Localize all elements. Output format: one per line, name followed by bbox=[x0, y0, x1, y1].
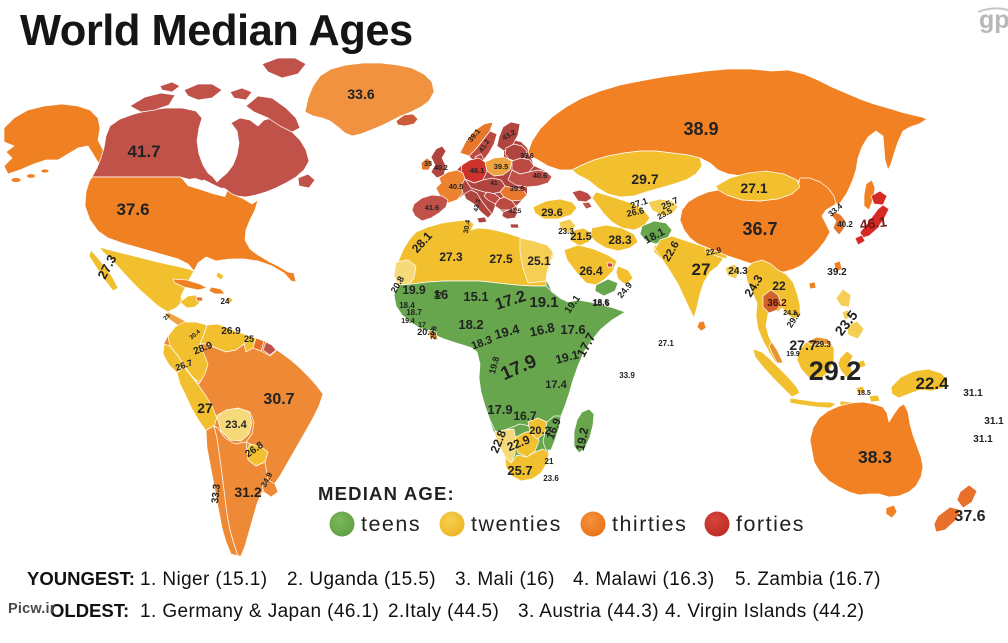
svg-text:23.6: 23.6 bbox=[543, 474, 559, 483]
svg-text:19.4: 19.4 bbox=[401, 318, 415, 325]
svg-text:22.9: 22.9 bbox=[705, 245, 723, 257]
svg-text:39.6: 39.6 bbox=[520, 153, 534, 160]
svg-text:38.9: 38.9 bbox=[683, 119, 718, 139]
svg-text:46.1: 46.1 bbox=[470, 166, 485, 175]
svg-text:18.5: 18.5 bbox=[857, 390, 871, 397]
svg-text:19.2: 19.2 bbox=[573, 426, 592, 452]
svg-text:27: 27 bbox=[197, 400, 213, 416]
svg-text:17: 17 bbox=[434, 292, 442, 299]
svg-text:41.7: 41.7 bbox=[127, 142, 160, 161]
svg-text:31.1: 31.1 bbox=[984, 416, 1004, 427]
svg-text:27.1: 27.1 bbox=[740, 180, 767, 196]
svg-text:30.4: 30.4 bbox=[463, 219, 472, 234]
svg-text:30.7: 30.7 bbox=[263, 391, 294, 408]
svg-text:27.7: 27.7 bbox=[789, 337, 816, 353]
svg-text:33.6: 33.6 bbox=[347, 86, 374, 102]
svg-text:36.2: 36.2 bbox=[767, 298, 787, 309]
svg-text:16: 16 bbox=[434, 287, 448, 302]
svg-text:38.3: 38.3 bbox=[858, 447, 892, 467]
svg-text:YOUNGEST:1. Niger (15.1)2. Uga: YOUNGEST: 1. Niger (15.1) 2. Uganda (15.5)… bbox=[27, 568, 881, 590]
svg-text:19.1: 19.1 bbox=[529, 294, 558, 311]
svg-text:40.2: 40.2 bbox=[434, 165, 448, 172]
svg-text:29.6: 29.6 bbox=[541, 207, 562, 219]
svg-text:40.6: 40.6 bbox=[533, 171, 548, 180]
svg-text:17: 17 bbox=[418, 322, 426, 329]
svg-text:31.2: 31.2 bbox=[234, 484, 261, 500]
svg-text:19.9: 19.9 bbox=[786, 351, 800, 358]
svg-text:27.5: 27.5 bbox=[489, 252, 513, 266]
svg-text:OLDEST:1. Germany & Japan (46.: OLDEST: 1. Germany & Japan (46.1) 2.Italy … bbox=[50, 600, 864, 622]
svg-text:24.3: 24.3 bbox=[728, 266, 748, 277]
svg-text:23.3: 23.3 bbox=[558, 227, 574, 236]
svg-text:22: 22 bbox=[772, 279, 786, 293]
svg-text:39.5: 39.5 bbox=[494, 162, 509, 171]
svg-text:39.8: 39.8 bbox=[510, 184, 525, 193]
svg-text:35: 35 bbox=[424, 161, 432, 168]
svg-text:33.3: 33.3 bbox=[210, 483, 223, 504]
svg-text:31.1: 31.1 bbox=[973, 434, 993, 445]
svg-text:27.3: 27.3 bbox=[439, 250, 463, 264]
svg-text:29.2: 29.2 bbox=[809, 356, 862, 386]
svg-text:26.4: 26.4 bbox=[579, 264, 603, 278]
svg-text:36.7: 36.7 bbox=[742, 219, 777, 239]
svg-text:18.4: 18.4 bbox=[399, 301, 415, 310]
svg-text:24: 24 bbox=[221, 297, 230, 306]
svg-text:25.1: 25.1 bbox=[527, 254, 551, 268]
svg-text:18.6: 18.6 bbox=[592, 298, 610, 308]
svg-text:Picw.ir: Picw.ir bbox=[8, 601, 56, 617]
svg-text:19.1: 19.1 bbox=[554, 347, 580, 366]
svg-text:16.7: 16.7 bbox=[513, 409, 537, 423]
svg-text:20.2: 20.2 bbox=[529, 425, 550, 437]
svg-text:25.7: 25.7 bbox=[507, 463, 532, 478]
svg-text:17.6: 17.6 bbox=[560, 322, 585, 337]
svg-text:21.5: 21.5 bbox=[570, 231, 591, 243]
svg-text:17.9: 17.9 bbox=[487, 402, 512, 417]
svg-text:43.5: 43.5 bbox=[509, 208, 522, 215]
svg-text:17.4: 17.4 bbox=[545, 379, 567, 391]
svg-text:21: 21 bbox=[163, 312, 172, 321]
svg-text:28.3: 28.3 bbox=[608, 233, 632, 247]
svg-text:39.2: 39.2 bbox=[827, 267, 847, 278]
svg-text:23.4: 23.4 bbox=[225, 419, 247, 431]
svg-text:29.7: 29.7 bbox=[631, 171, 658, 187]
svg-text:18.2: 18.2 bbox=[458, 317, 483, 332]
svg-text:37.6: 37.6 bbox=[116, 200, 149, 219]
svg-text:19.9: 19.9 bbox=[402, 283, 426, 297]
svg-text:25: 25 bbox=[244, 334, 254, 344]
svg-text:18.7: 18.7 bbox=[406, 308, 422, 317]
svg-text:21: 21 bbox=[545, 457, 554, 466]
svg-text:MEDIAN AGE:: MEDIAN AGE: bbox=[318, 483, 455, 504]
svg-text:20.3: 20.3 bbox=[417, 327, 435, 337]
svg-text:22.4: 22.4 bbox=[915, 374, 949, 393]
svg-text:thirties: thirties bbox=[612, 512, 687, 536]
svg-text:31.1: 31.1 bbox=[963, 388, 983, 399]
svg-text:20.8: 20.8 bbox=[430, 326, 438, 340]
svg-text:19.4: 19.4 bbox=[493, 321, 522, 342]
svg-text:15.1: 15.1 bbox=[463, 289, 488, 304]
svg-text:40.2: 40.2 bbox=[837, 220, 853, 229]
svg-text:16.8: 16.8 bbox=[528, 320, 556, 340]
svg-text:46.1: 46.1 bbox=[859, 213, 888, 233]
svg-text:24.1: 24.1 bbox=[783, 310, 797, 317]
svg-text:40.5: 40.5 bbox=[449, 182, 464, 191]
svg-text:29.3: 29.3 bbox=[815, 340, 831, 349]
svg-text:27.1: 27.1 bbox=[658, 339, 674, 348]
svg-text:18.6: 18.6 bbox=[593, 298, 609, 307]
svg-text:27: 27 bbox=[692, 260, 711, 279]
svg-text:43.3: 43.3 bbox=[473, 198, 483, 212]
svg-text:26.6: 26.6 bbox=[626, 205, 645, 218]
svg-text:twenties: twenties bbox=[471, 512, 562, 536]
svg-text:37.6: 37.6 bbox=[954, 508, 985, 525]
svg-text:forties: forties bbox=[736, 512, 805, 536]
svg-text:41.6: 41.6 bbox=[425, 203, 440, 212]
svg-text:33.9: 33.9 bbox=[619, 371, 635, 380]
svg-text:World Median Ages: World Median Ages bbox=[20, 7, 413, 55]
svg-text:26.9: 26.9 bbox=[221, 326, 241, 337]
svg-text:41: 41 bbox=[490, 180, 498, 187]
svg-text:teens: teens bbox=[361, 512, 421, 536]
svg-text:19.8: 19.8 bbox=[487, 355, 501, 375]
